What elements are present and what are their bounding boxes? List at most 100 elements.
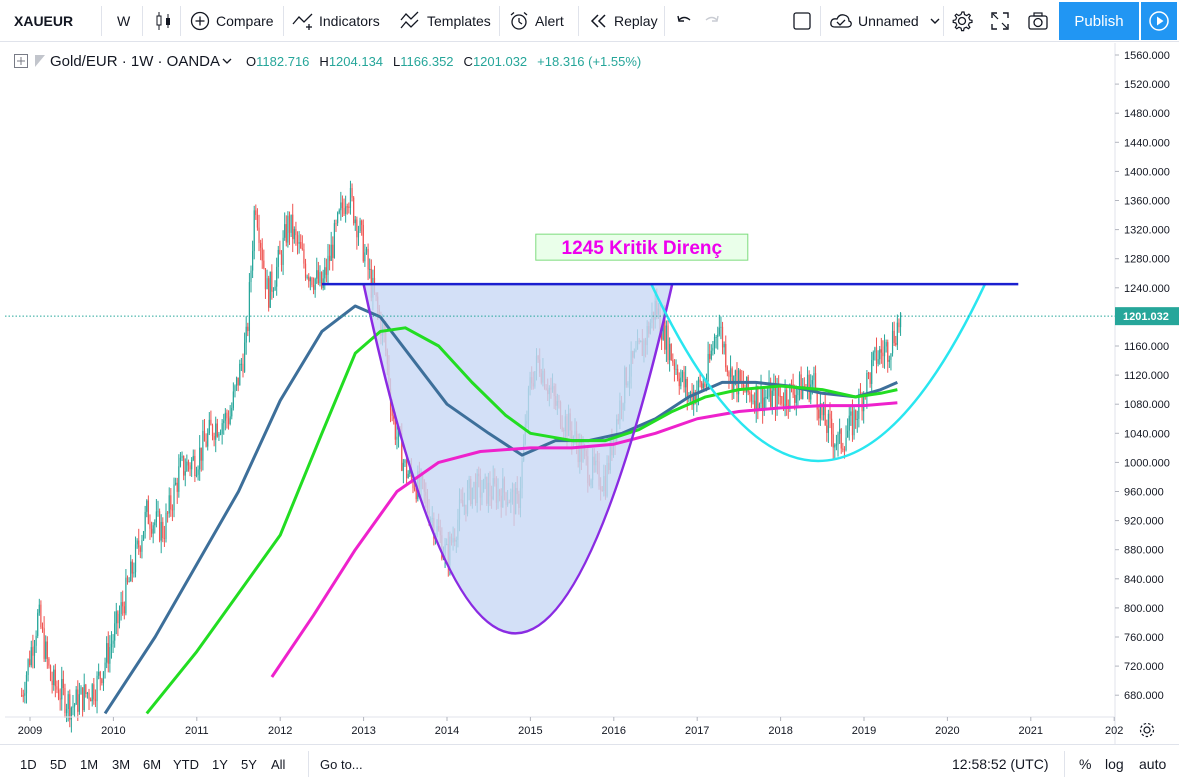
- legend-change: +18.316 (+1.55%): [537, 53, 642, 69]
- candle-body: [64, 688, 66, 714]
- chart-legend: Gold/EUR · 1W · OANDA O1182.716 H1204.13…: [14, 51, 651, 71]
- candle-body: [325, 267, 327, 275]
- candle-body: [797, 390, 799, 396]
- candle-body: [781, 396, 783, 404]
- open-label: O: [246, 53, 257, 69]
- candle-body: [316, 270, 318, 279]
- fullscreen-button[interactable]: [990, 0, 1010, 42]
- candle-body: [763, 397, 765, 412]
- range-button-3m[interactable]: 3M: [112, 745, 130, 783]
- candle-body: [205, 441, 207, 447]
- compare-button[interactable]: Compare: [190, 0, 274, 42]
- interval-button[interactable]: W: [117, 0, 130, 42]
- candle-body: [80, 687, 82, 695]
- price-chart[interactable]: 1245 Kritik Direnç 1560.000 1520.000 1480.…: [0, 0, 1179, 744]
- range-button-6m[interactable]: 6M: [143, 745, 161, 783]
- candle-body: [277, 249, 279, 267]
- layout-menu-button[interactable]: Unnamed: [829, 0, 941, 42]
- divider: [180, 6, 181, 36]
- indicators-button[interactable]: Indicators: [292, 0, 380, 42]
- axis-settings-gear-icon[interactable]: [1139, 722, 1155, 738]
- candle-body: [83, 684, 85, 710]
- templates-button[interactable]: Templates: [400, 0, 491, 42]
- log-label: log: [1105, 756, 1124, 772]
- candle-body: [798, 374, 801, 391]
- candle-body: [349, 188, 352, 208]
- candle-body: [266, 278, 268, 290]
- candle-body: [412, 476, 414, 489]
- log-toggle[interactable]: log: [1105, 745, 1124, 783]
- clock[interactable]: 12:58:52 (UTC): [952, 745, 1048, 783]
- price-axis[interactable]: 1560.000 1520.000 1480.000 1440.000 1400.000…: [5, 50, 1179, 702]
- publish-button[interactable]: Publish: [1059, 2, 1139, 40]
- range-button-1m[interactable]: 1M: [80, 745, 98, 783]
- flag-icon[interactable]: [34, 54, 46, 68]
- alert-button[interactable]: Alert: [509, 0, 564, 42]
- range-button-ytd[interactable]: YTD: [173, 745, 199, 783]
- candle-body: [282, 237, 284, 265]
- range-button-1y[interactable]: 1Y: [212, 745, 228, 783]
- time-tick-label: 202: [1105, 725, 1123, 737]
- snapshot-button[interactable]: [1027, 0, 1049, 42]
- candle-body: [803, 386, 805, 388]
- low-value: 1166.352: [400, 53, 454, 69]
- annotation-label[interactable]: 1245 Kritik Direnç: [535, 233, 749, 261]
- candle-body: [296, 235, 299, 244]
- candle-body: [250, 270, 252, 283]
- select-mode-button[interactable]: [792, 0, 812, 42]
- candle-body: [786, 389, 788, 406]
- undo-button[interactable]: [675, 0, 693, 42]
- candle-body: [162, 521, 164, 538]
- moving-average-line[interactable]: [270, 401, 898, 678]
- auto-toggle[interactable]: auto: [1139, 745, 1166, 783]
- candle-body: [832, 434, 834, 448]
- candle-body: [48, 658, 50, 666]
- candle-body: [890, 353, 892, 360]
- symbol-search[interactable]: XAUEUR: [14, 0, 73, 42]
- range-button-5d[interactable]: 5D: [50, 745, 67, 783]
- candle-body: [226, 412, 228, 419]
- settings-button[interactable]: [951, 0, 973, 42]
- moving-average-line[interactable]: [145, 326, 898, 715]
- candle-body: [253, 210, 255, 252]
- time-axis[interactable]: 2009 2010 2011 2012 2013 2014 2015 2016 2017 2018…: [18, 717, 1124, 737]
- candle-body: [167, 512, 169, 514]
- candle-body: [51, 680, 53, 686]
- redo-button[interactable]: [703, 0, 721, 42]
- goto-button[interactable]: Go to...: [320, 745, 363, 783]
- cup-pattern-fill[interactable]: [363, 284, 673, 634]
- candle-body: [171, 509, 174, 511]
- range-button-1d[interactable]: 1D: [20, 745, 37, 783]
- candle-body: [872, 352, 874, 361]
- candle-body: [61, 678, 63, 700]
- add-symbol-icon[interactable]: [14, 54, 28, 68]
- cup-pattern-curve[interactable]: [362, 283, 674, 635]
- range-button-5y[interactable]: 5Y: [241, 745, 257, 783]
- alert-label: Alert: [535, 13, 564, 29]
- candle-body: [216, 423, 218, 437]
- candle-body: [407, 473, 409, 479]
- projected-cup-curve[interactable]: [650, 283, 987, 463]
- candle-body: [877, 359, 879, 364]
- candle-body: [260, 242, 262, 248]
- legend-title[interactable]: Gold/EUR · 1W · OANDA: [50, 52, 221, 70]
- divider: [820, 6, 821, 36]
- replay-button[interactable]: Replay: [589, 0, 658, 42]
- time-tick-label: 2017: [685, 725, 709, 737]
- time-tick-label: 2021: [1019, 725, 1043, 737]
- candle-body: [247, 326, 249, 332]
- candle-body: [77, 689, 79, 712]
- range-button-all[interactable]: All: [271, 745, 285, 783]
- chevron-down-icon[interactable]: [222, 57, 232, 65]
- candle-body: [32, 647, 34, 656]
- candle-body: [673, 362, 676, 370]
- candle-body: [221, 423, 223, 434]
- candle-body: [27, 659, 29, 675]
- percent-toggle[interactable]: %: [1079, 745, 1091, 783]
- play-button[interactable]: [1141, 2, 1177, 40]
- chart-style-button[interactable]: [155, 0, 173, 42]
- candle-body: [53, 669, 55, 686]
- bottom-toolbar: 1D 5D 1M 3M 6M YTD 1Y 5Y All Go to... 12:58:52 (…: [0, 744, 1179, 783]
- clock-label: 12:58:52 (UTC): [952, 756, 1049, 772]
- candle-body: [665, 325, 668, 350]
